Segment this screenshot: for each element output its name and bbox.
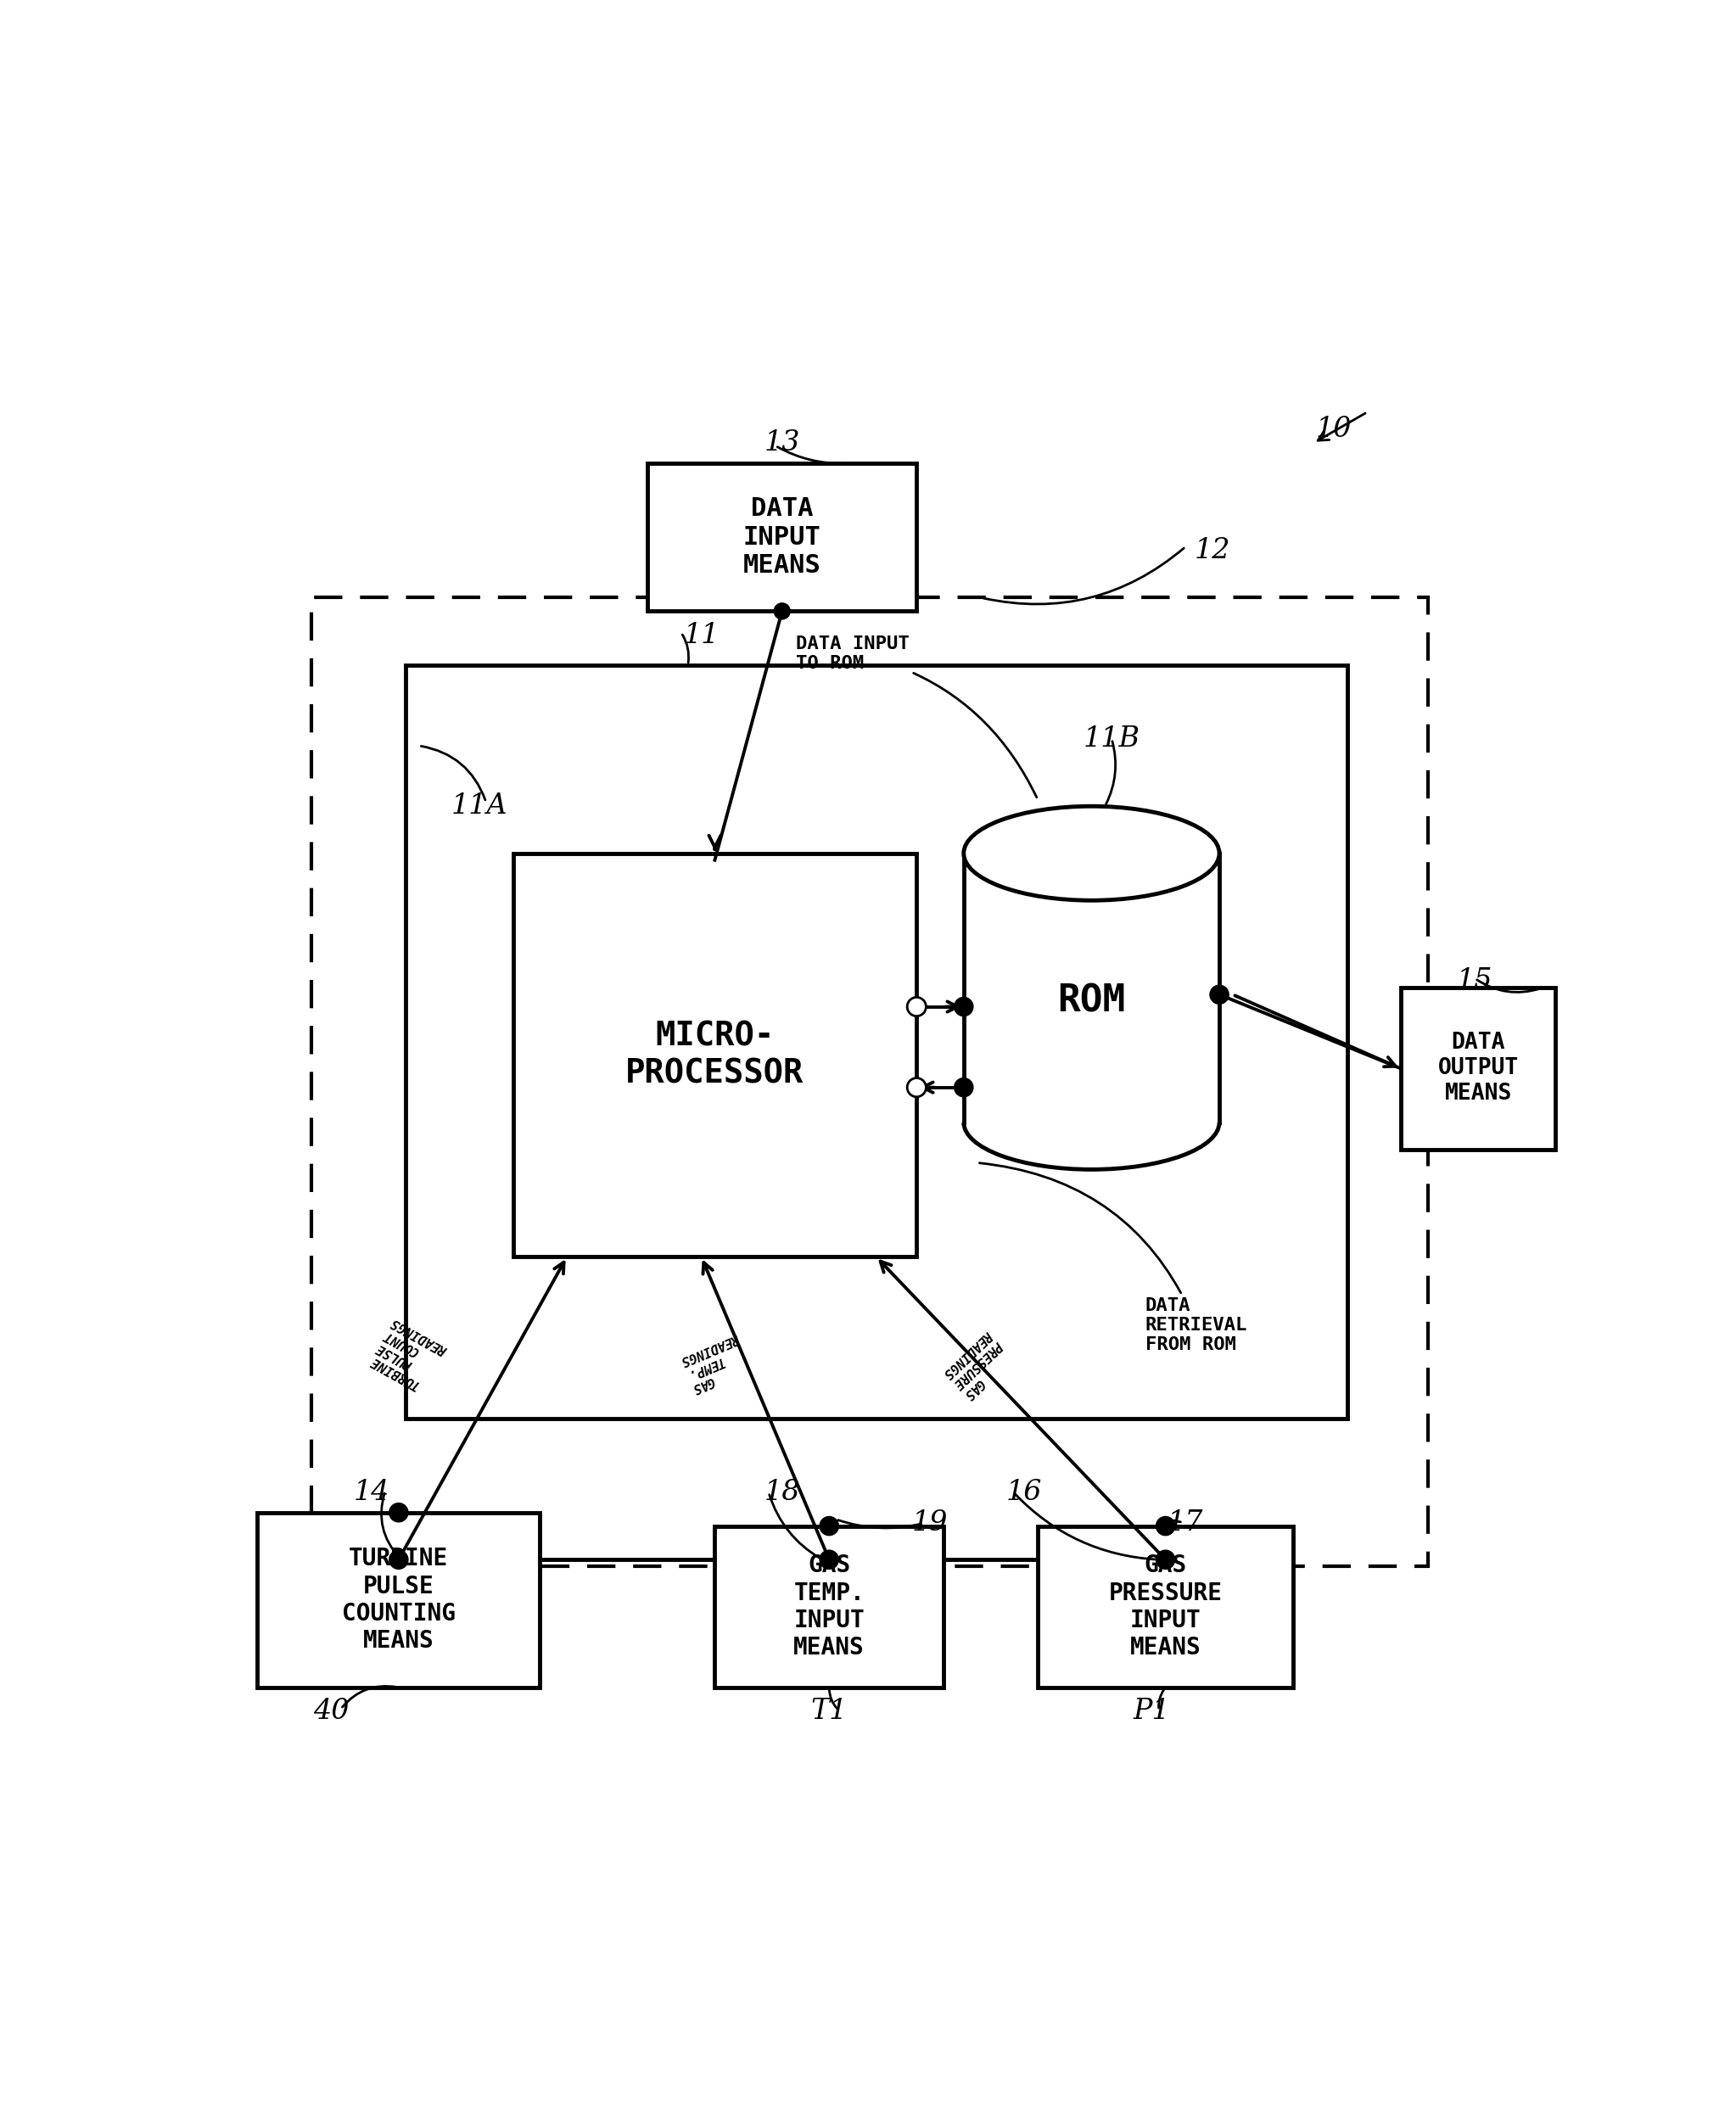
Circle shape xyxy=(1156,1551,1175,1570)
FancyBboxPatch shape xyxy=(715,1526,944,1686)
FancyBboxPatch shape xyxy=(1401,988,1555,1149)
Circle shape xyxy=(819,1551,838,1570)
Circle shape xyxy=(955,997,974,1016)
Text: TURBINE
PULSE
COUNTING
MEANS: TURBINE PULSE COUNTING MEANS xyxy=(342,1547,455,1653)
Circle shape xyxy=(1210,986,1229,1003)
Text: 11B: 11B xyxy=(1083,726,1141,753)
Text: DATA
OUTPUT
MEANS: DATA OUTPUT MEANS xyxy=(1437,1033,1519,1105)
Text: GAS
PRESSURE
READINGS: GAS PRESSURE READINGS xyxy=(941,1329,1014,1401)
Text: TURBINE
PULSE
COUNT
READINGS: TURBINE PULSE COUNT READINGS xyxy=(368,1314,450,1394)
Circle shape xyxy=(955,1077,974,1096)
Text: P1: P1 xyxy=(1134,1697,1170,1725)
Text: 10: 10 xyxy=(1316,417,1352,442)
Text: DATA INPUT
TO ROM: DATA INPUT TO ROM xyxy=(795,635,1036,798)
Text: MICRO-
PROCESSOR: MICRO- PROCESSOR xyxy=(625,1020,804,1090)
Text: ROM: ROM xyxy=(1057,984,1125,1020)
Text: 40: 40 xyxy=(312,1697,349,1725)
Circle shape xyxy=(908,1077,925,1096)
Text: 17: 17 xyxy=(1168,1509,1203,1536)
FancyBboxPatch shape xyxy=(257,1513,540,1686)
Text: 15: 15 xyxy=(1457,967,1493,995)
Circle shape xyxy=(389,1551,408,1570)
Text: GAS
TEMP.
READINGS: GAS TEMP. READINGS xyxy=(679,1331,752,1394)
Ellipse shape xyxy=(963,806,1219,901)
Text: GAS
TEMP.
INPUT
MEANS: GAS TEMP. INPUT MEANS xyxy=(793,1553,865,1659)
Circle shape xyxy=(774,603,790,620)
Text: DATA
INPUT
MEANS: DATA INPUT MEANS xyxy=(743,497,821,578)
Text: T1: T1 xyxy=(811,1697,847,1725)
FancyBboxPatch shape xyxy=(1038,1526,1293,1686)
Text: 14: 14 xyxy=(354,1479,391,1507)
Text: 11: 11 xyxy=(684,622,719,650)
FancyBboxPatch shape xyxy=(648,463,917,612)
Text: 13: 13 xyxy=(764,430,800,457)
FancyBboxPatch shape xyxy=(514,853,917,1257)
Text: 12: 12 xyxy=(1194,537,1231,565)
Circle shape xyxy=(819,1517,838,1536)
Circle shape xyxy=(908,997,925,1016)
Text: DATA
RETRIEVAL
FROM ROM: DATA RETRIEVAL FROM ROM xyxy=(979,1164,1248,1354)
FancyBboxPatch shape xyxy=(406,664,1347,1418)
Text: 11A: 11A xyxy=(451,794,507,819)
Text: GAS
PRESSURE
INPUT
MEANS: GAS PRESSURE INPUT MEANS xyxy=(1109,1553,1222,1659)
Text: 16: 16 xyxy=(1007,1479,1042,1507)
FancyBboxPatch shape xyxy=(311,597,1427,1566)
Circle shape xyxy=(1156,1517,1175,1536)
Text: 18: 18 xyxy=(764,1479,800,1507)
Text: 19: 19 xyxy=(911,1509,948,1536)
Circle shape xyxy=(389,1502,408,1521)
